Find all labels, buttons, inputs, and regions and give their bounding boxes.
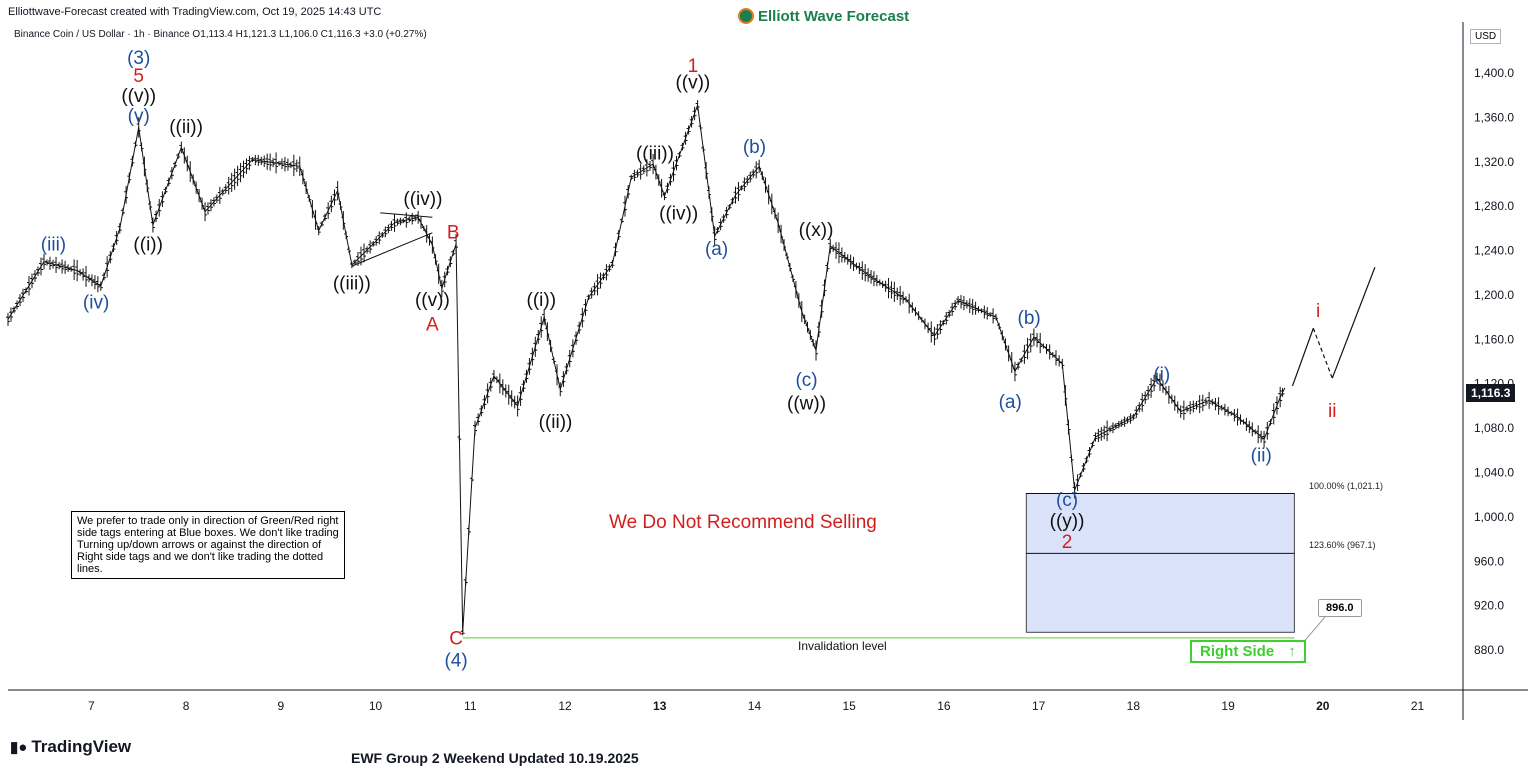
- wave-label: ((iii)): [636, 144, 674, 165]
- brand-logo: Elliott Wave Forecast: [738, 8, 909, 25]
- wave-label: ((i)): [133, 235, 163, 256]
- wave-label: i: [1316, 301, 1320, 322]
- time-tick-label: 8: [183, 699, 190, 713]
- wave-label: (iv): [83, 292, 109, 313]
- projection-dotted-line: [1312, 328, 1333, 379]
- symbol-info: Binance Coin / US Dollar · 1h · Binance …: [14, 29, 427, 40]
- wave-label: ((w)): [787, 393, 826, 414]
- time-tick-label: 11: [464, 699, 477, 713]
- time-tick-label: 15: [842, 699, 856, 713]
- time-tick-label: 7: [88, 699, 95, 713]
- wave-label: (iii): [41, 235, 66, 256]
- time-tick-label: 17: [1032, 699, 1046, 713]
- wave-label: (4): [444, 651, 467, 672]
- invalidation-label: Invalidation level: [798, 639, 887, 653]
- price-tick-label: 1,280.0: [1474, 199, 1514, 213]
- wave-label: ((iii)): [333, 273, 371, 294]
- wave-label: (ii): [1251, 445, 1272, 466]
- wave-label: ((i)): [527, 290, 557, 311]
- tradingview-logo[interactable]: ▮● TradingView: [10, 737, 131, 757]
- blue-box-zone: [1025, 492, 1295, 633]
- wave-label: ii: [1328, 401, 1336, 422]
- price-tick-label: 880.0: [1474, 643, 1504, 657]
- time-tick-label: 19: [1221, 699, 1235, 713]
- price-tick-label: 1,320.0: [1474, 155, 1514, 169]
- price-tick-label: 960.0: [1474, 554, 1504, 568]
- target-price-tag: 896.0: [1318, 599, 1362, 617]
- fib-123-label: 123.60% (967.1): [1309, 540, 1376, 550]
- projection-up-line-2: [1331, 267, 1376, 379]
- wave-label: ((v)): [121, 86, 156, 107]
- wave-label: (a): [705, 239, 728, 260]
- wave-label: ((iv)): [403, 189, 442, 210]
- wave-label: (a): [999, 392, 1022, 413]
- wave-label: ((v)): [675, 73, 710, 94]
- right-side-tag: Right Side ↑: [1190, 640, 1306, 663]
- wave-label: 5: [133, 66, 144, 87]
- tv-mark-icon: ▮●: [10, 739, 28, 756]
- wave-label: ((ii)): [539, 412, 573, 433]
- right-side-label: Right Side: [1200, 643, 1275, 660]
- wave-label: A: [426, 314, 439, 335]
- price-tick-label: 1,040.0: [1474, 466, 1514, 480]
- wave-label: (3): [127, 48, 150, 69]
- time-tick-label: 9: [277, 699, 284, 713]
- time-tick-label: 13: [653, 699, 667, 713]
- wave-label: ((iv)): [659, 204, 698, 225]
- time-tick-label: 12: [558, 699, 572, 713]
- last-price-flag: 1,116.3: [1466, 384, 1516, 402]
- disclaimer-box: We prefer to trade only in direction of …: [71, 511, 345, 579]
- time-tick-label: 10: [369, 699, 383, 713]
- brand-name: Elliott Wave Forecast: [758, 8, 910, 25]
- price-tick-label: 920.0: [1474, 599, 1504, 613]
- price-tick-label: 1,080.0: [1474, 421, 1514, 435]
- wave-label: (c): [1056, 490, 1078, 511]
- wave-label: ((ii)): [169, 117, 203, 138]
- price-tick-label: 1,400.0: [1474, 66, 1514, 80]
- wave-label: C: [449, 629, 463, 650]
- currency-label[interactable]: USD: [1470, 29, 1502, 44]
- update-footer: EWF Group 2 Weekend Updated 10.19.2025: [351, 750, 639, 766]
- time-tick-label: 21: [1411, 699, 1425, 713]
- created-by-text: Elliottwave-Forecast created with Tradin…: [8, 6, 382, 18]
- wave-label: B: [447, 222, 460, 243]
- target-connector: [1302, 616, 1326, 644]
- price-tick-label: 1,200.0: [1474, 288, 1514, 302]
- price-tick-label: 1,360.0: [1474, 110, 1514, 124]
- time-tick-label: 16: [937, 699, 951, 713]
- wave-label: ((v)): [415, 290, 450, 311]
- projection-up-line: [1291, 328, 1314, 387]
- price-tick-label: 1,160.0: [1474, 332, 1514, 346]
- price-series: [7, 105, 1286, 633]
- wave-label: (i): [1153, 364, 1170, 385]
- wave-label: (v): [128, 106, 150, 127]
- headline-text: We Do Not Recommend Selling: [609, 512, 877, 533]
- wave-label: ((y)): [1050, 511, 1085, 532]
- wave-label: ((x)): [799, 220, 834, 241]
- wave-label: 1: [688, 56, 699, 77]
- tradingview-text: TradingView: [31, 737, 132, 756]
- up-arrow-icon: ↑: [1288, 643, 1296, 660]
- wave-label: 2: [1062, 532, 1073, 553]
- time-tick-label: 18: [1127, 699, 1141, 713]
- time-tick-label: 14: [748, 699, 762, 713]
- price-tick-label: 1,000.0: [1474, 510, 1514, 524]
- wave-label: (b): [1018, 308, 1041, 329]
- triangle-upper-line: [380, 212, 433, 218]
- wave-label: (b): [743, 137, 766, 158]
- price-tick-label: 1,240.0: [1474, 244, 1514, 258]
- fib-100-label: 100.00% (1,021.1): [1309, 481, 1384, 491]
- globe-icon: [738, 8, 754, 24]
- triangle-lower-line: [351, 232, 433, 267]
- wave-label: (c): [795, 370, 817, 391]
- time-tick-label: 20: [1316, 699, 1330, 713]
